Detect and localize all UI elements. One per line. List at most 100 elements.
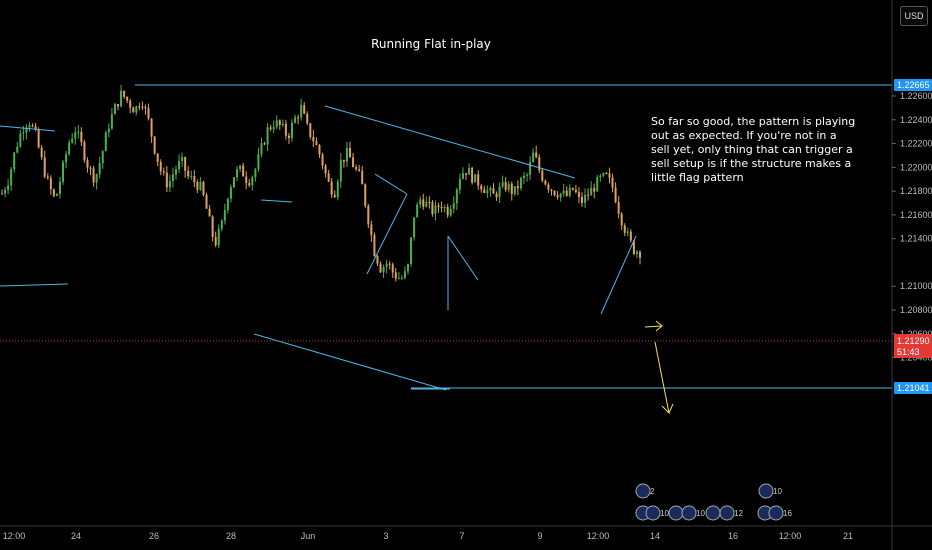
candle-body xyxy=(95,174,98,183)
candle-body xyxy=(452,203,455,209)
candle-body xyxy=(80,131,83,143)
candle-body xyxy=(104,132,107,152)
candle-body xyxy=(294,117,297,123)
candle-body xyxy=(471,167,474,183)
candle-body xyxy=(141,106,144,108)
candle-body xyxy=(284,123,287,136)
candle-body xyxy=(434,205,437,215)
price-tick-label: 1.20800 xyxy=(900,305,932,315)
candle-body xyxy=(373,235,376,257)
event-7-icon xyxy=(719,505,735,521)
time-tick-label: 12:00 xyxy=(3,531,26,541)
candle-body xyxy=(208,208,211,217)
candle-body xyxy=(254,169,257,178)
candle-body xyxy=(138,106,141,108)
candle-body xyxy=(117,104,119,107)
time-tick-label: 3 xyxy=(383,531,388,541)
candle-body xyxy=(355,167,358,170)
event-8-icon xyxy=(758,483,774,499)
candle-body xyxy=(110,114,113,129)
price-tick-label: 1.22200 xyxy=(900,139,932,149)
candle-body xyxy=(492,188,495,194)
annotation-text: So far so good, the pattern is playing o… xyxy=(651,115,856,184)
candle-body xyxy=(559,193,562,198)
candle-body xyxy=(291,122,293,138)
candle-body xyxy=(599,175,602,178)
candle-body xyxy=(68,142,71,155)
candle-body xyxy=(495,193,498,198)
event-badges[interactable]: 251021021210216 xyxy=(635,483,792,521)
candle-body xyxy=(501,181,504,187)
price-axis[interactable]: 1.204001.206001.208001.210001.214001.216… xyxy=(891,0,932,550)
candle-body xyxy=(269,127,272,129)
candle-body xyxy=(25,127,28,133)
current-price-badge: 1.21290 xyxy=(897,336,930,346)
candle-body xyxy=(407,264,409,272)
candle-body xyxy=(37,129,40,148)
time-tick-label: 28 xyxy=(226,531,236,541)
event-8-count: 10 xyxy=(773,487,782,496)
candle-body xyxy=(635,251,638,255)
candle-body xyxy=(297,117,300,119)
candle-body xyxy=(544,180,547,185)
candle-body xyxy=(388,263,391,265)
candle-body xyxy=(40,147,43,158)
candle-body xyxy=(541,170,544,181)
candle-body xyxy=(165,172,168,188)
candle-body xyxy=(523,175,525,179)
candle-body xyxy=(28,125,31,128)
candle-body xyxy=(632,240,635,255)
candle-body xyxy=(31,125,34,127)
candle-body xyxy=(455,189,458,204)
projection-arrows xyxy=(644,320,674,414)
arrow-right-head xyxy=(655,320,663,332)
candle-body xyxy=(623,225,626,233)
candle-body xyxy=(120,90,123,107)
time-tick-label: 21 xyxy=(843,531,853,541)
price-tick-label: 1.22600 xyxy=(900,91,932,101)
candle-body xyxy=(126,96,129,101)
time-axis[interactable]: 12:00 24 26 28 Jun 3 7 9 12:00 14 16 12:00 21 xyxy=(0,525,932,541)
candle-body xyxy=(13,152,16,170)
candle-body xyxy=(159,161,162,172)
candle-body xyxy=(510,183,513,195)
candle-body xyxy=(419,199,422,205)
candle-body xyxy=(303,105,306,114)
candle-body xyxy=(571,187,574,190)
candle-body xyxy=(74,132,77,139)
candle-body xyxy=(577,192,580,197)
candle-body xyxy=(315,141,318,146)
event-6-icon xyxy=(705,505,721,521)
candle-body xyxy=(596,177,599,192)
candle-body xyxy=(519,178,522,189)
candle-body xyxy=(77,131,80,133)
arrow-down-head xyxy=(661,403,674,414)
descending-channel-bottom xyxy=(253,333,447,391)
current-price-badge-bg xyxy=(894,334,932,358)
candle-body xyxy=(101,151,104,164)
candle-body xyxy=(361,170,364,185)
candle-body xyxy=(62,162,65,182)
candle-body xyxy=(422,199,425,207)
candle-body xyxy=(150,118,153,137)
candle-body xyxy=(34,126,37,130)
candle-body xyxy=(223,210,226,221)
candle-body xyxy=(324,165,327,174)
candle-body xyxy=(498,186,501,198)
currency-button[interactable]: USD xyxy=(900,6,928,26)
flag-line-4 xyxy=(447,235,479,281)
candle-body xyxy=(162,171,165,173)
time-tick-label: 12:00 xyxy=(587,531,610,541)
price-tick-label: 1.22000 xyxy=(900,162,932,172)
event-3-count: 10 xyxy=(660,509,669,518)
candle-body xyxy=(49,177,52,190)
candle-body xyxy=(22,132,25,134)
flag-line-2 xyxy=(366,193,408,275)
candle-body xyxy=(318,145,321,155)
candle-body xyxy=(65,154,68,163)
candle-body xyxy=(113,104,116,115)
candle-body xyxy=(135,106,138,113)
candle-body xyxy=(178,160,181,170)
candle-body xyxy=(562,190,565,194)
